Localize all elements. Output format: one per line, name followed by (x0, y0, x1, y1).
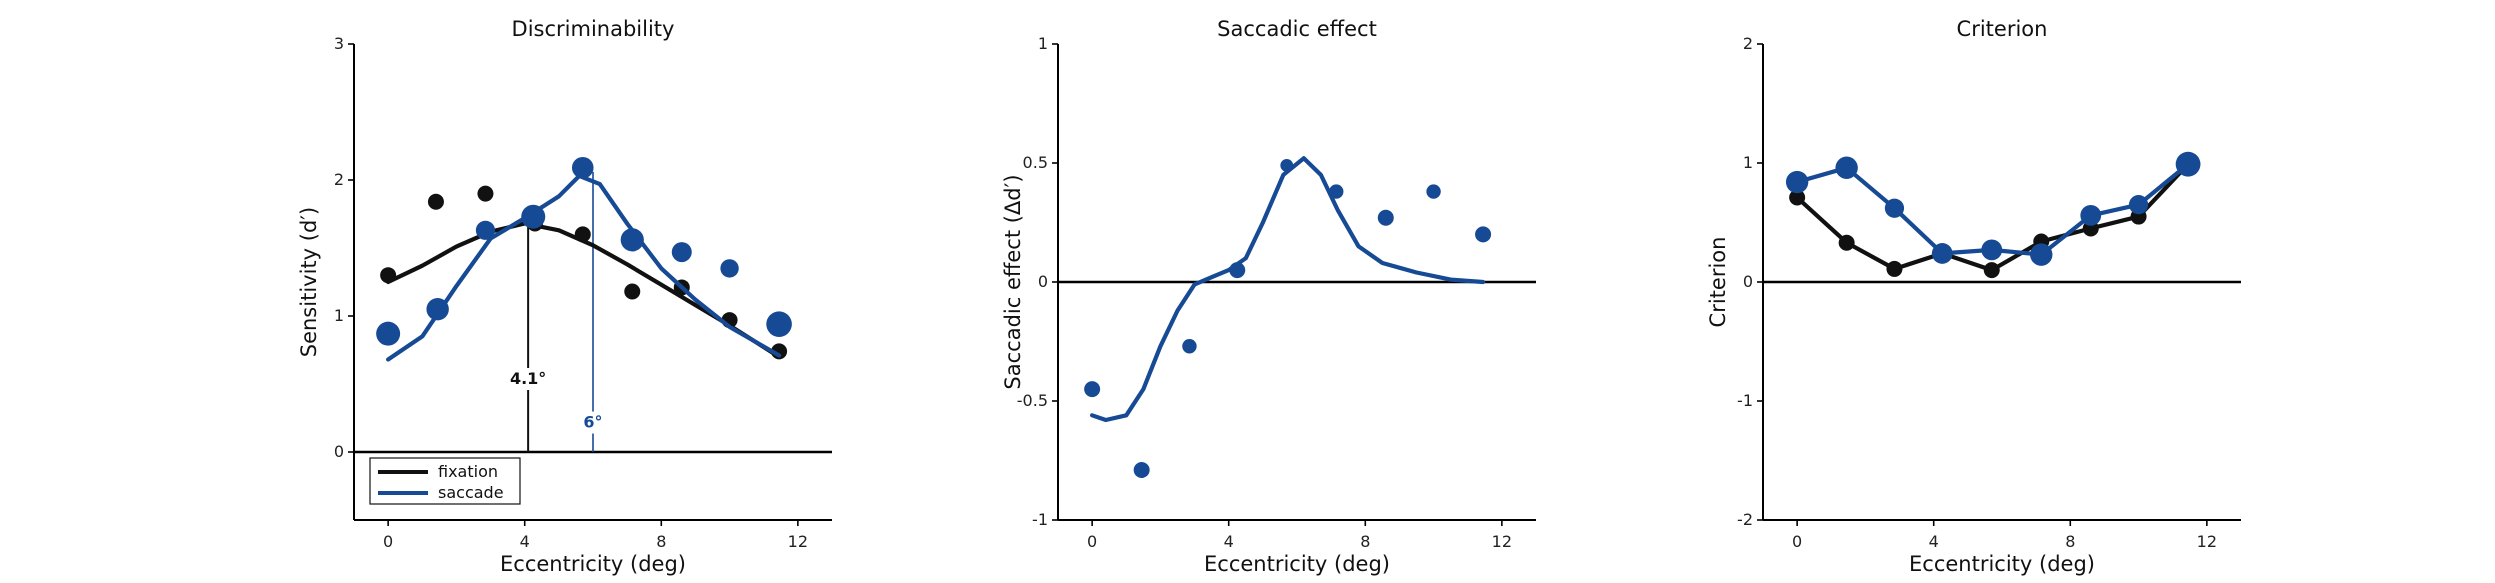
data-point (624, 283, 641, 300)
y-tick-label: 1 (334, 306, 344, 325)
x-tick-label: 0 (1087, 532, 1097, 551)
series-line (1795, 162, 2191, 257)
y-tick-label: 1 (1038, 34, 1048, 53)
data-point (766, 311, 792, 337)
data-point (1426, 184, 1441, 199)
series-saccade (1785, 151, 2201, 266)
series-line (386, 173, 782, 362)
x-tick-label: 4 (1224, 532, 1234, 551)
y-tick-label: 3 (334, 34, 344, 53)
legend-box (369, 457, 521, 505)
chart-title: Criterion (1957, 17, 2048, 41)
y-tick-label: -1 (1737, 391, 1753, 410)
data-point (1182, 339, 1197, 354)
data-point (376, 321, 401, 346)
data-point (1133, 462, 1150, 479)
y-tick-label: 0 (1038, 272, 1048, 291)
y-tick-label: -1 (1032, 510, 1048, 529)
x-tick-label: 0 (383, 532, 393, 551)
data-point (620, 228, 644, 252)
y-tick-label: 1 (1743, 153, 1753, 172)
x-axis-title: Eccentricity (deg) (500, 552, 686, 576)
x-tick-label: 12 (788, 532, 808, 551)
series-saccade (376, 156, 792, 362)
y-tick-label: 0 (1743, 272, 1753, 291)
x-tick-label: 12 (1492, 532, 1512, 551)
legend: fixation saccade (369, 457, 521, 505)
panel-1: Saccadic effect -1 -0.5 0 0.5 1 0 4 8 12 Eccentric… (1001, 17, 1536, 576)
y-tick-label: -0.5 (1017, 391, 1048, 410)
x-axis-title: Eccentricity (deg) (1204, 552, 1390, 576)
legend-label-fixation: fixation (438, 462, 498, 481)
x-tick-label: 12 (2197, 532, 2217, 551)
series-line (1090, 156, 1486, 423)
y-axis-title: Sensitivity (d′) (297, 207, 321, 358)
y-tick-label: 0 (334, 442, 344, 461)
data-point (571, 156, 594, 179)
data-point (477, 185, 494, 202)
data-point (1475, 226, 1492, 243)
data-point (1377, 209, 1394, 226)
chart-title: Discriminability (512, 17, 675, 41)
data-point (720, 259, 739, 278)
series-line (1795, 162, 2191, 273)
annotation-label: 6° (583, 413, 602, 432)
x-tick-label: 4 (520, 532, 530, 551)
x-tick-label: 8 (656, 532, 666, 551)
data-point (671, 242, 692, 263)
annotation-bg (505, 368, 552, 390)
y-tick-label: 0.5 (1023, 153, 1048, 172)
chart-title: Saccadic effect (1217, 17, 1377, 41)
y-tick-label: 2 (1743, 34, 1753, 53)
annotation-bg (580, 411, 606, 434)
x-tick-label: 8 (2065, 532, 2075, 551)
y-tick-label: -2 (1737, 510, 1753, 529)
x-axis-title: Eccentricity (deg) (1909, 552, 2095, 576)
data-point (475, 220, 496, 240)
y-axis-title: Criterion (1706, 237, 1730, 328)
annotation-label: 4.1° (510, 369, 546, 388)
y-axis-title: Saccadic effect (Δd′) (1001, 174, 1025, 389)
series-line (386, 221, 782, 359)
data-point (427, 193, 444, 210)
x-tick-label: 4 (1929, 532, 1939, 551)
series-saccade (1084, 156, 1492, 479)
legend-label-saccade: saccade (438, 483, 504, 502)
x-tick-label: 8 (1360, 532, 1370, 551)
y-tick-label: 2 (334, 170, 344, 189)
x-tick-label: 0 (1792, 532, 1802, 551)
data-point (1084, 381, 1101, 398)
